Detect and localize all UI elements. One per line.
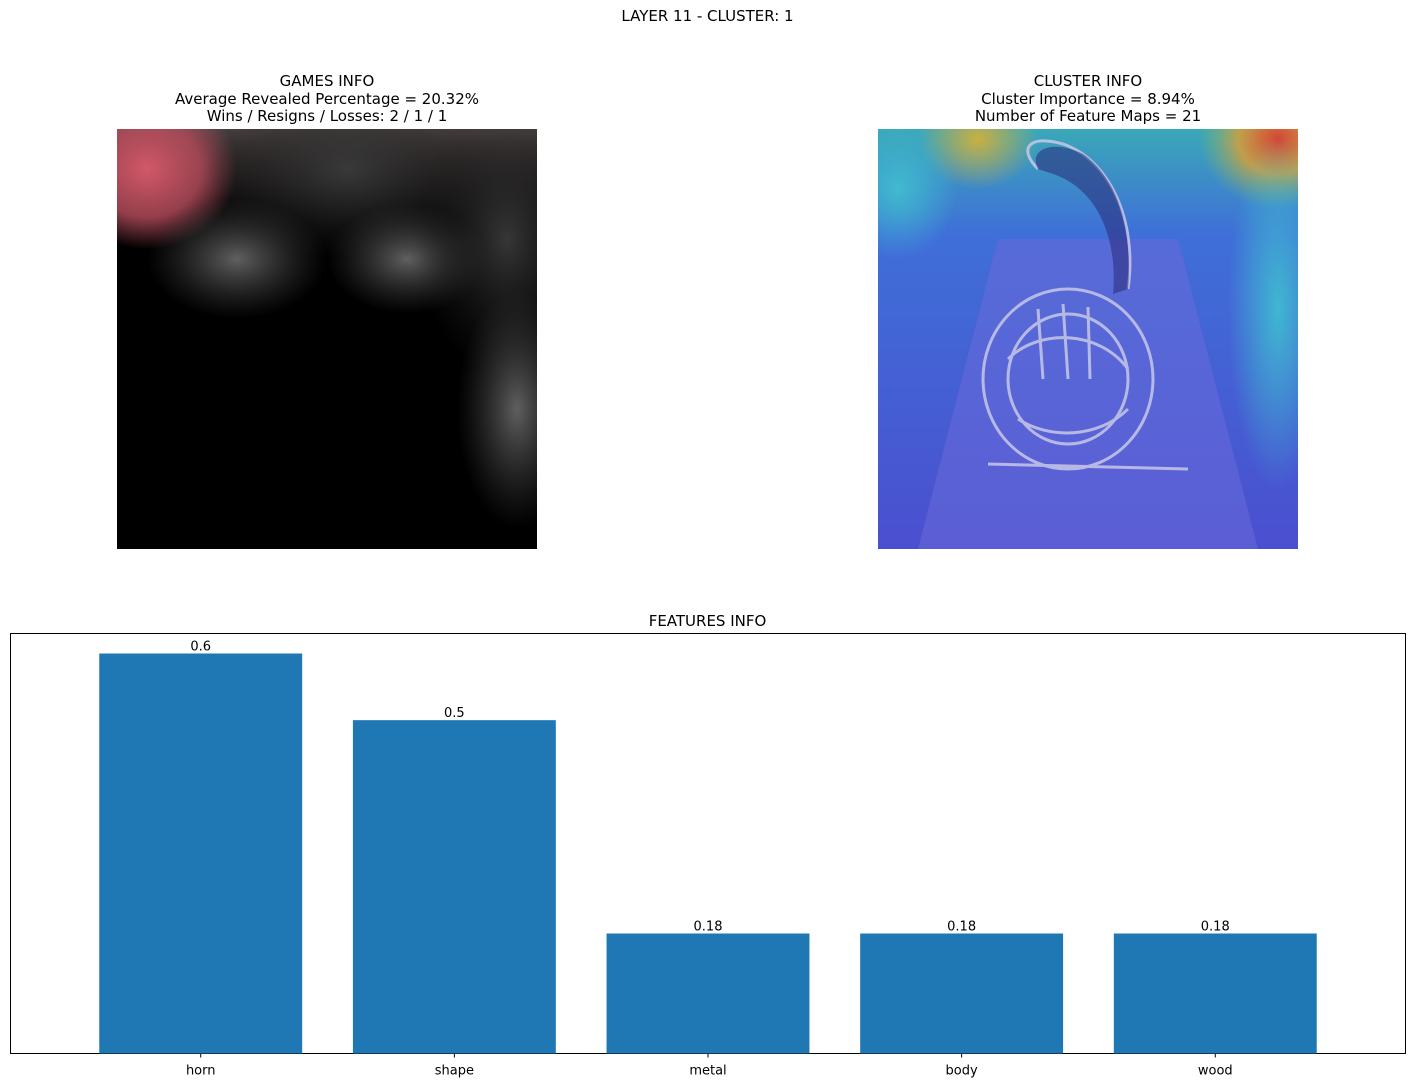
revealed-game-image: [117, 129, 537, 549]
x-tick-label-wood: wood: [1198, 1064, 1233, 1079]
number-of-feature-maps: Number of Feature Maps = 21: [974, 107, 1202, 125]
features-bar-chart: 0.6 horn 0.5 shape 0.18 metal 0.18 body 0.18 wood: [10, 633, 1406, 1079]
cluster-info-title: CLUSTER INFO Cluster Importance = 8.94% …: [838, 72, 1338, 126]
bars-group: 0.6 horn 0.5 shape 0.18 metal 0.18 body 0.18 wood: [99, 640, 1317, 1079]
games-info-heading: GAMES INFO: [279, 72, 375, 90]
bar-value-label-horn: 0.6: [190, 640, 211, 655]
average-revealed-percentage: Average Revealed Percentage = 20.32%: [174, 89, 479, 108]
x-tick-label-shape: shape: [435, 1064, 474, 1079]
games-info-title: GAMES INFO Average Revealed Percentage =…: [77, 72, 577, 126]
bar-wood: [1113, 933, 1317, 1054]
bar-value-label-shape: 0.5: [444, 706, 465, 721]
bar-metal: [606, 933, 810, 1054]
x-tick-label-horn: horn: [186, 1064, 216, 1079]
cluster-importance: Cluster Importance = 8.94%: [981, 89, 1195, 108]
bar-shape: [352, 720, 556, 1054]
cluster-info-heading: CLUSTER INFO: [1033, 72, 1143, 90]
chart-title: FEATURES INFO: [648, 612, 767, 630]
bar-value-label-metal: 0.18: [694, 920, 723, 935]
x-tick-label-metal: metal: [689, 1064, 726, 1079]
figure-title: LAYER 11 - CLUSTER: 1: [621, 7, 794, 25]
cluster-heatmap-image: [878, 129, 1298, 549]
wins-resigns-losses: Wins / Resigns / Losses: 2 / 1 / 1: [206, 107, 448, 125]
bar-value-label-wood: 0.18: [1201, 920, 1230, 935]
x-tick-label-body: body: [946, 1064, 978, 1079]
bar-value-label-body: 0.18: [947, 920, 976, 935]
bar-horn: [99, 653, 303, 1054]
bar-body: [860, 933, 1064, 1054]
